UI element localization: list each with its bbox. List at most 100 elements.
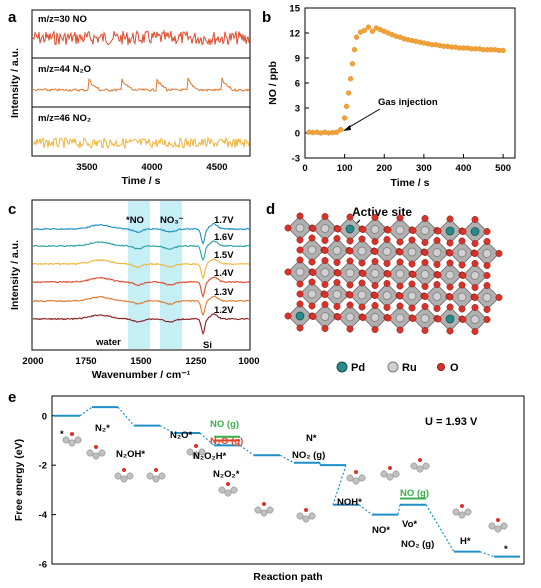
o-atom (459, 228, 467, 235)
ru-atom (295, 267, 305, 277)
o-legend-icon (437, 363, 445, 371)
label-n2oh: N₂OH* (116, 449, 145, 460)
b-point-11 (345, 90, 352, 96)
energy-profile (54, 406, 520, 558)
ru-atom (395, 313, 405, 323)
molecule-o (194, 444, 198, 448)
label-no2-g-2: NO₂ (g) (401, 539, 434, 550)
ru-atom (382, 247, 392, 256)
panel-b-frame (304, 7, 516, 159)
o-atom (495, 294, 503, 301)
o-atom (446, 293, 454, 301)
e-ytick-label-0: 0 (42, 411, 47, 422)
o-atom (358, 259, 366, 267)
voltage-label-5: 1.2V (214, 305, 234, 316)
no3-band-highlight (160, 201, 182, 349)
o-atom (296, 212, 304, 220)
b-point-7 (334, 129, 340, 135)
energy-connector-3 (199, 432, 215, 446)
trace-label-no: m/z=30 NO (38, 14, 87, 25)
o-atom (396, 214, 404, 222)
trace-label-no2: m/z=46 NO₂ (38, 113, 91, 124)
b-ytick-label-1: 0 (295, 129, 300, 140)
panel-b-points (306, 24, 506, 136)
o-atom (346, 325, 354, 333)
panel-a-frame (31, 9, 251, 157)
o-atom (396, 292, 404, 300)
panel-c-xtick-4: 1000 (238, 356, 259, 367)
e-ytick-label-2: -4 (39, 510, 48, 521)
label-vo: Vo* (402, 519, 417, 530)
molecule-atom (120, 475, 128, 483)
o-atom (471, 216, 479, 223)
panel-letter-c: c (8, 201, 16, 218)
o-atom (421, 303, 429, 310)
molecule-atom (218, 486, 226, 494)
molecule-4 (186, 444, 206, 459)
molecule-atom (152, 475, 160, 483)
pd-atom (445, 226, 455, 236)
o-atom (308, 258, 316, 266)
label-no-g-1: NO (g) (210, 419, 239, 430)
ru-atom (420, 314, 430, 323)
o-atom (471, 328, 479, 335)
ru-atom (432, 248, 442, 257)
o-atom (308, 302, 316, 310)
b-ytick-label-2: 3 (295, 104, 300, 115)
panel-a-ylabel: Intensity / a.u. (9, 48, 21, 118)
o-atom (421, 293, 429, 300)
o-atom (471, 240, 479, 247)
panel-c-frame (31, 199, 251, 351)
trace-1 (32, 77, 250, 93)
o-atom (371, 302, 379, 309)
label-n2: N₂* (95, 423, 110, 434)
ru-atom (445, 270, 455, 280)
o-atom (433, 281, 441, 288)
spectrum-1 (32, 240, 250, 262)
panel-a-xlabel: Time / s (122, 175, 161, 187)
panel-e-frame (51, 395, 525, 565)
ru-atom (407, 291, 417, 301)
o-atom (483, 306, 491, 313)
o-atom (446, 303, 454, 311)
o-atom (296, 324, 304, 332)
b-ytick-label-6: 15 (289, 4, 300, 15)
o-atom (471, 304, 479, 311)
o-atom (334, 225, 342, 233)
o-atom (434, 227, 442, 235)
voltage-label-4: 1.3V (214, 287, 234, 298)
o-atom (296, 236, 304, 244)
molecule-8 (346, 470, 366, 485)
o-atom (446, 215, 454, 223)
molecule-o (154, 468, 158, 472)
o-atom (458, 281, 466, 289)
molecule-atom (416, 465, 424, 473)
o-atom (433, 261, 441, 268)
ru-atom (470, 271, 480, 280)
trace-label-n2o: m/z=44 N₂O (38, 64, 91, 75)
energy-connector-4 (239, 444, 255, 456)
o-atom (321, 325, 329, 332)
molecule-atom (230, 486, 238, 494)
o-atom (471, 260, 479, 267)
trace-2 (32, 136, 250, 150)
panel-letter-b: b (262, 9, 271, 26)
o-atom (433, 305, 441, 312)
pd-atom (445, 314, 455, 324)
o-atom (471, 284, 479, 291)
no-band-highlight (128, 201, 150, 349)
molecule-atom (386, 473, 394, 481)
o-atom (408, 304, 416, 312)
o-atom (396, 282, 404, 290)
molecule-atom (266, 506, 274, 514)
b-point-17 (361, 27, 368, 34)
ru-atom (420, 226, 430, 235)
ru-atom (357, 246, 367, 256)
o-atom (409, 315, 417, 322)
o-atom (309, 225, 317, 232)
o-atom (396, 302, 404, 310)
o-atom (358, 303, 366, 311)
molecule-11 (452, 504, 472, 519)
panel-a-xtick-2: 4500 (206, 162, 227, 173)
